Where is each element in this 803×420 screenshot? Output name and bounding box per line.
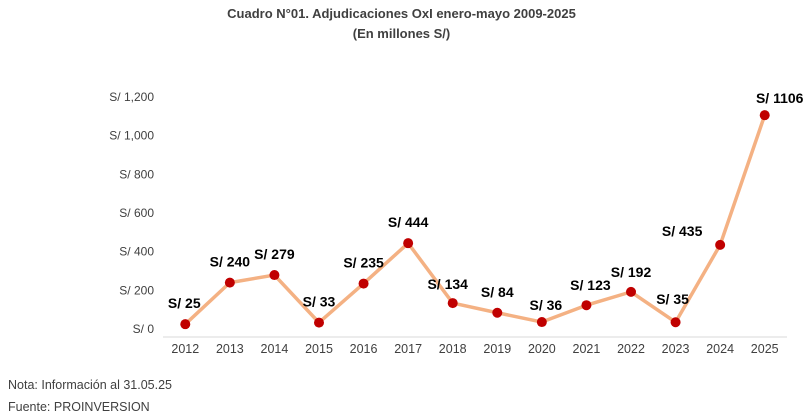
x-tick-label: 2016 — [350, 342, 378, 356]
data-point — [403, 238, 414, 249]
data-point — [715, 239, 726, 250]
data-point — [759, 110, 770, 121]
data-point — [626, 286, 636, 297]
x-tick-label: 2017 — [394, 342, 422, 356]
y-tick-label: S/ 800 — [119, 167, 154, 181]
data-point — [670, 317, 681, 328]
y-tick-label: S/ 200 — [119, 283, 154, 297]
y-tick-label: S/ 600 — [119, 206, 154, 220]
y-tick-label: S/ 0 — [133, 322, 155, 336]
data-point — [581, 300, 592, 311]
x-tick-label: 2025 — [751, 342, 779, 356]
note-text: Nota: Información al 31.05.25 — [8, 378, 172, 392]
x-tick-label: 2022 — [617, 342, 645, 356]
data-point — [224, 277, 235, 288]
x-tick-label: 2013 — [216, 342, 244, 356]
data-point — [536, 317, 547, 328]
x-tick-label: 2014 — [261, 342, 289, 356]
x-tick-label: 2021 — [573, 342, 601, 356]
data-label: S/ 25 — [168, 295, 201, 311]
source-text: Fuente: PROINVERSION — [8, 400, 150, 414]
data-point — [269, 270, 280, 281]
chart-subtitle: (En millones S/) — [352, 26, 451, 41]
data-point — [180, 319, 191, 330]
data-label: S/ 444 — [388, 214, 429, 230]
series-line — [183, 113, 767, 326]
data-label: S/ 35 — [656, 291, 689, 307]
data-label: S/ 279 — [254, 246, 295, 262]
data-label: S/ 240 — [210, 254, 251, 270]
x-tick-label: 2020 — [528, 342, 556, 356]
y-tick-label: S/ 1,200 — [109, 90, 154, 104]
data-label: S/ 1106 — [756, 90, 803, 106]
y-tick-label: S/ 400 — [119, 245, 154, 259]
data-label: S/ 36 — [530, 297, 563, 313]
data-label: S/ 134 — [427, 276, 468, 292]
x-tick-label: 2012 — [171, 342, 199, 356]
data-point — [358, 278, 369, 289]
data-point — [492, 307, 503, 318]
data-label: S/ 235 — [343, 255, 384, 271]
data-point — [314, 317, 324, 328]
x-tick-label: 2015 — [305, 342, 333, 356]
x-tick-label: 2024 — [706, 342, 734, 356]
chart-title: Cuadro N°01. Adjudicaciones OxI enero-ma… — [227, 6, 576, 21]
x-tick-label: 2019 — [483, 342, 511, 356]
data-label: S/ 84 — [481, 284, 514, 300]
data-label: S/ 123 — [570, 277, 611, 293]
data-label: S/ 192 — [611, 264, 652, 280]
data-label: S/ 435 — [662, 223, 703, 239]
x-tick-label: 2018 — [439, 342, 467, 356]
line-chart: S/ 0 S/ 200 S/ 400 S/ 600 S/ 800 S/ 1,000 S/ 1… — [109, 90, 803, 356]
x-tick-label: 2023 — [662, 342, 690, 356]
y-tick-label: S/ 1,000 — [109, 129, 154, 143]
data-point — [447, 298, 458, 309]
data-label: S/ 33 — [303, 294, 336, 310]
